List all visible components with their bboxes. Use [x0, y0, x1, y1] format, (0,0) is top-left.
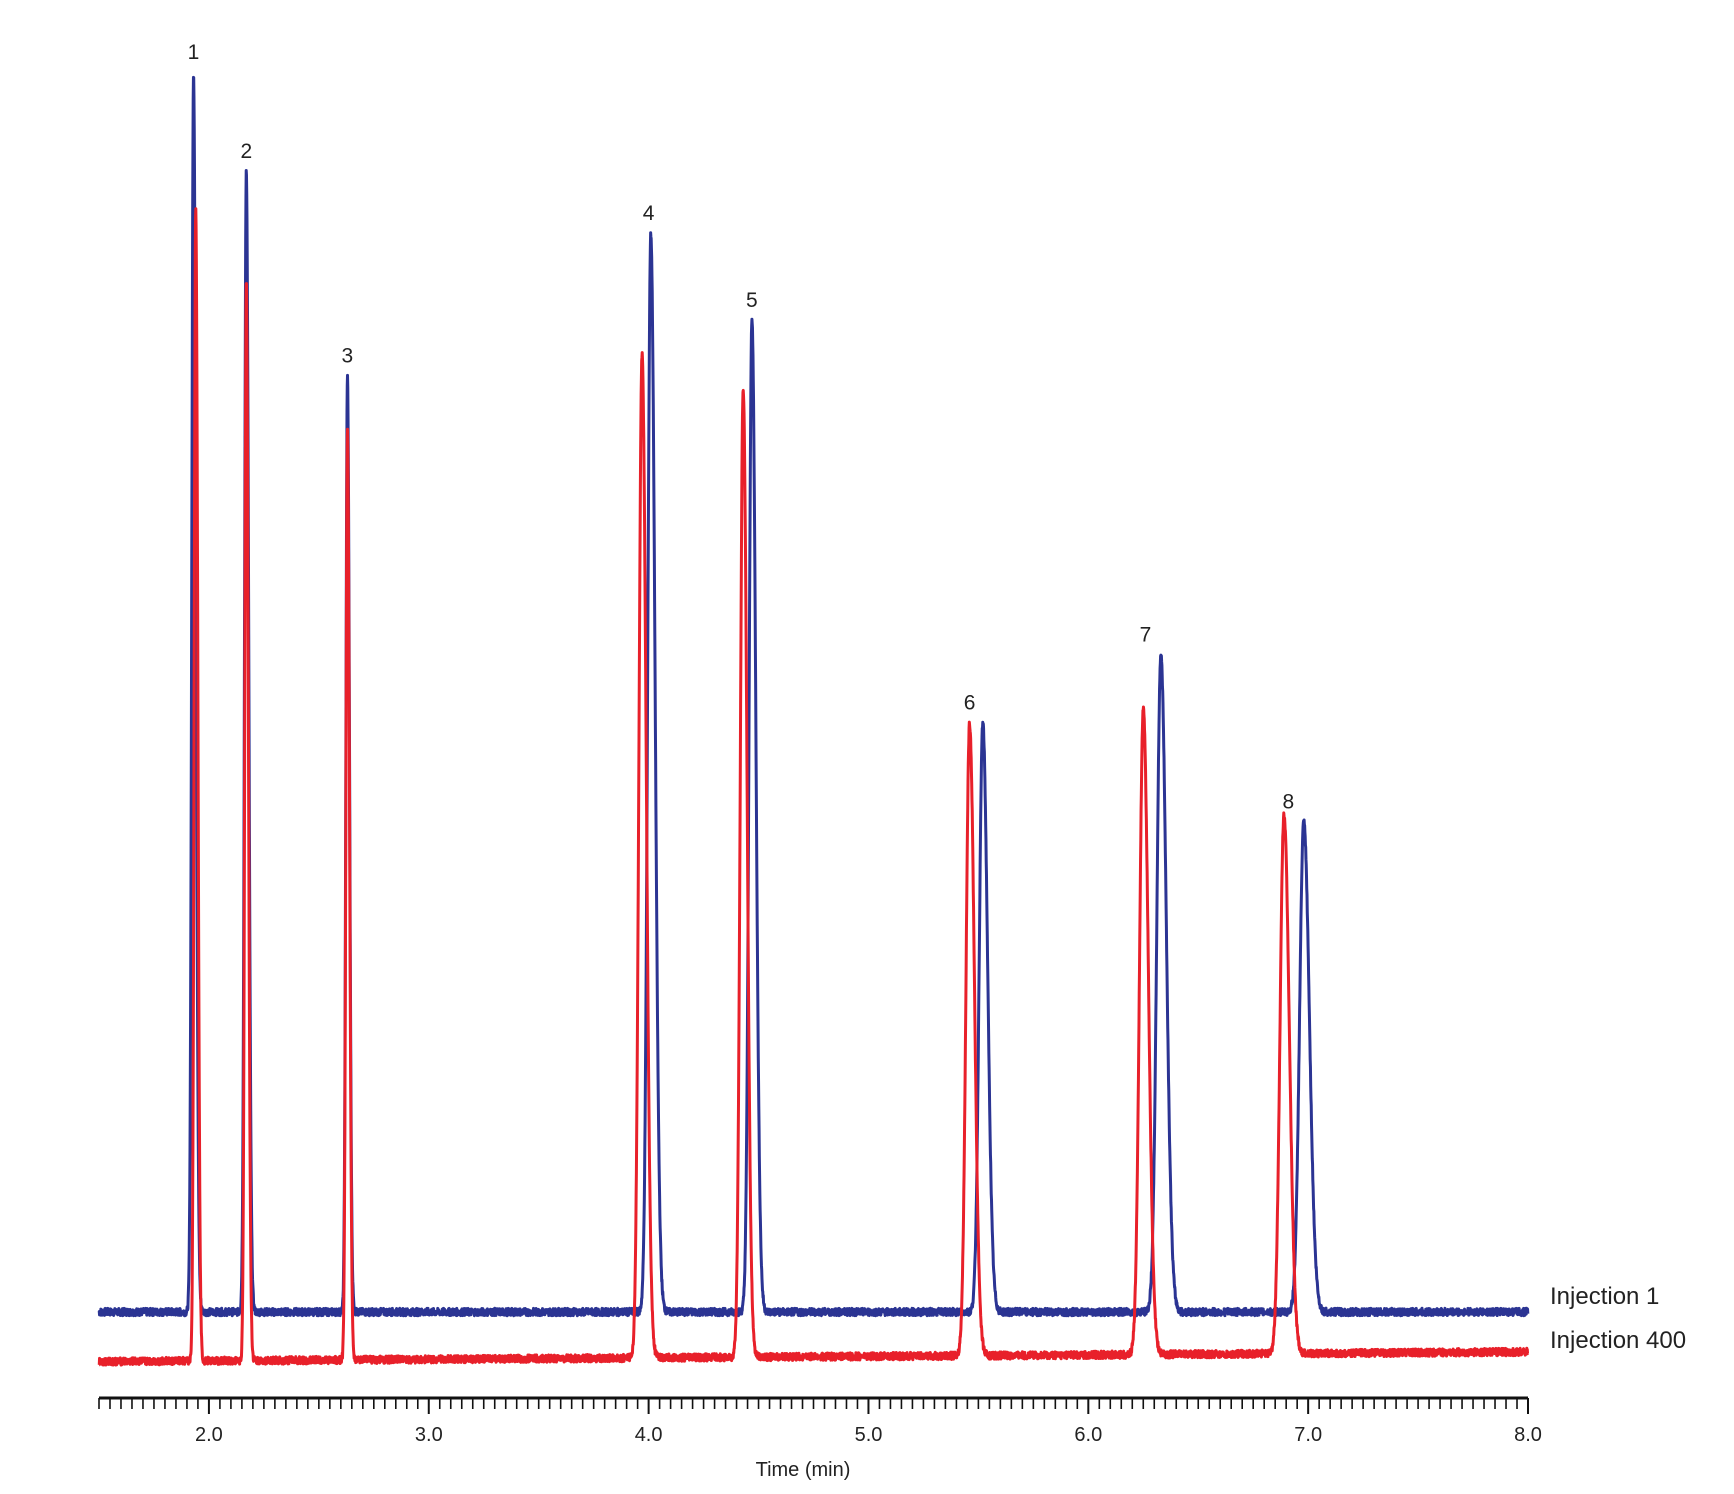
x-axis-title: Time (min) [756, 1459, 851, 1481]
legend-label-injection-1: Injection 1 [1550, 1283, 1659, 1310]
peak-label-7: 7 [1140, 623, 1152, 646]
series-line-injection-400 [97, 207, 1530, 1367]
peak-label-layer: 1 2 3 4 5 6 7 8 [188, 41, 1295, 814]
x-tick-label: 6.0 [1074, 1424, 1102, 1446]
x-tick-label: 2.0 [195, 1424, 223, 1446]
x-axis: 2.0 3.0 4.0 5.0 6.0 7.0 8.0 Time (min) [98, 1396, 1542, 1481]
trace-layer [97, 75, 1530, 1367]
x-tick-label: 4.0 [635, 1424, 663, 1446]
peak-label-6: 6 [964, 692, 976, 715]
x-tick-label: 7.0 [1294, 1424, 1322, 1446]
legend-label-injection-400: Injection 400 [1550, 1327, 1686, 1354]
x-axis-tick-labels: 2.0 3.0 4.0 5.0 6.0 7.0 8.0 [195, 1424, 1542, 1446]
peak-label-4: 4 [643, 202, 655, 225]
x-tick-label: 5.0 [855, 1424, 883, 1446]
x-tick-label: 8.0 [1514, 1424, 1542, 1446]
x-axis-ticks [98, 1398, 1529, 1414]
x-tick-label: 3.0 [415, 1424, 443, 1446]
peak-label-3: 3 [342, 345, 354, 368]
peak-label-2: 2 [240, 140, 252, 163]
legend: Injection 1 Injection 400 [1550, 1283, 1686, 1354]
peak-label-5: 5 [746, 289, 758, 312]
peak-label-8: 8 [1283, 791, 1295, 814]
peak-label-1: 1 [188, 41, 200, 64]
series-line-injection-1 [97, 75, 1530, 1318]
